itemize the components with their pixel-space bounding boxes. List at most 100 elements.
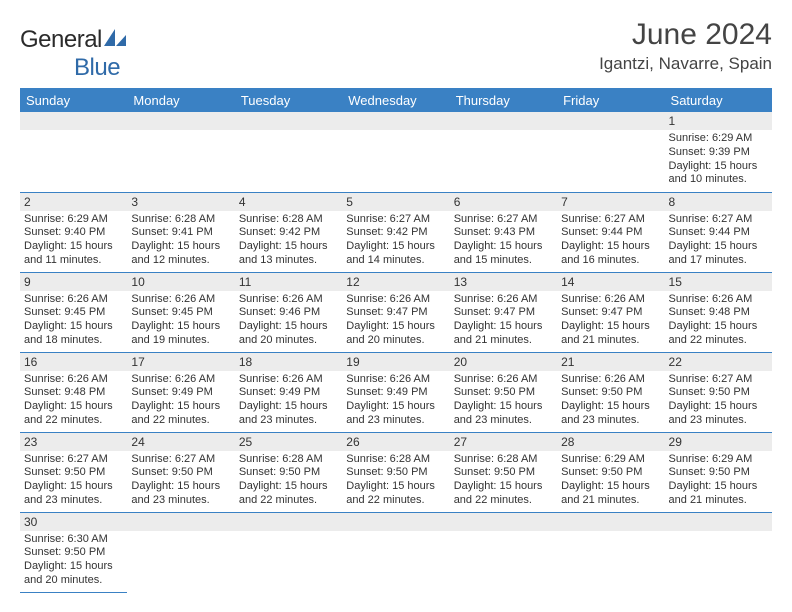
logo-part2: Blue <box>74 54 120 81</box>
sunset-text: Sunset: 9:40 PM <box>24 226 123 240</box>
calendar-cell: 2Sunrise: 6:29 AMSunset: 9:40 PMDaylight… <box>20 192 127 272</box>
logo-text: GeneralBlue <box>20 26 127 82</box>
cell-body <box>127 130 234 188</box>
calendar-cell: 9Sunrise: 6:26 AMSunset: 9:45 PMDaylight… <box>20 272 127 352</box>
daylight-text: Daylight: 15 hours and 22 minutes. <box>239 480 338 508</box>
cell-body <box>235 130 342 188</box>
cell-body: Sunrise: 6:26 AMSunset: 9:45 PMDaylight:… <box>20 291 127 352</box>
day-number: 12 <box>342 273 449 291</box>
weekday-header: Thursday <box>450 88 557 112</box>
sunset-text: Sunset: 9:49 PM <box>131 386 230 400</box>
cell-body: Sunrise: 6:30 AMSunset: 9:50 PMDaylight:… <box>20 531 127 592</box>
cell-body: Sunrise: 6:27 AMSunset: 9:42 PMDaylight:… <box>342 211 449 272</box>
cell-body: Sunrise: 6:28 AMSunset: 9:50 PMDaylight:… <box>235 451 342 512</box>
cell-body: Sunrise: 6:27 AMSunset: 9:50 PMDaylight:… <box>20 451 127 512</box>
day-number <box>20 112 127 130</box>
day-number <box>127 112 234 130</box>
daylight-text: Daylight: 15 hours and 10 minutes. <box>669 160 768 188</box>
day-number: 8 <box>665 193 772 211</box>
calendar-cell: 27Sunrise: 6:28 AMSunset: 9:50 PMDayligh… <box>450 432 557 512</box>
calendar-row: 1Sunrise: 6:29 AMSunset: 9:39 PMDaylight… <box>20 112 772 192</box>
sunset-text: Sunset: 9:50 PM <box>454 466 553 480</box>
day-number <box>127 513 234 531</box>
cell-body: Sunrise: 6:26 AMSunset: 9:49 PMDaylight:… <box>342 371 449 432</box>
calendar-cell: 1Sunrise: 6:29 AMSunset: 9:39 PMDaylight… <box>665 112 772 192</box>
weekday-header: Saturday <box>665 88 772 112</box>
day-number <box>235 112 342 130</box>
calendar-cell <box>665 512 772 592</box>
daylight-text: Daylight: 15 hours and 21 minutes. <box>561 320 660 348</box>
day-number <box>342 513 449 531</box>
sunrise-text: Sunrise: 6:28 AM <box>346 453 445 467</box>
cell-body <box>342 130 449 188</box>
sunrise-text: Sunrise: 6:29 AM <box>669 453 768 467</box>
sunset-text: Sunset: 9:44 PM <box>561 226 660 240</box>
weekday-header-row: Sunday Monday Tuesday Wednesday Thursday… <box>20 88 772 112</box>
day-number: 16 <box>20 353 127 371</box>
sunset-text: Sunset: 9:39 PM <box>669 146 768 160</box>
weekday-header: Tuesday <box>235 88 342 112</box>
daylight-text: Daylight: 15 hours and 23 minutes. <box>561 400 660 428</box>
sunrise-text: Sunrise: 6:26 AM <box>131 373 230 387</box>
sunset-text: Sunset: 9:50 PM <box>131 466 230 480</box>
daylight-text: Daylight: 15 hours and 22 minutes. <box>346 480 445 508</box>
calendar-row: 16Sunrise: 6:26 AMSunset: 9:48 PMDayligh… <box>20 352 772 432</box>
calendar-cell <box>557 112 664 192</box>
calendar-cell: 7Sunrise: 6:27 AMSunset: 9:44 PMDaylight… <box>557 192 664 272</box>
calendar-cell <box>127 112 234 192</box>
calendar-row: 2Sunrise: 6:29 AMSunset: 9:40 PMDaylight… <box>20 192 772 272</box>
calendar-cell: 6Sunrise: 6:27 AMSunset: 9:43 PMDaylight… <box>450 192 557 272</box>
sunset-text: Sunset: 9:42 PM <box>239 226 338 240</box>
title-block: June 2024 Igantzi, Navarre, Spain <box>599 18 772 74</box>
cell-body: Sunrise: 6:26 AMSunset: 9:48 PMDaylight:… <box>665 291 772 352</box>
daylight-text: Daylight: 15 hours and 19 minutes. <box>131 320 230 348</box>
day-number: 7 <box>557 193 664 211</box>
sunrise-text: Sunrise: 6:29 AM <box>669 132 768 146</box>
sunset-text: Sunset: 9:50 PM <box>346 466 445 480</box>
daylight-text: Daylight: 15 hours and 21 minutes. <box>454 320 553 348</box>
daylight-text: Daylight: 15 hours and 23 minutes. <box>454 400 553 428</box>
sunrise-text: Sunrise: 6:26 AM <box>454 293 553 307</box>
calendar-cell: 13Sunrise: 6:26 AMSunset: 9:47 PMDayligh… <box>450 272 557 352</box>
calendar-table: Sunday Monday Tuesday Wednesday Thursday… <box>20 88 772 593</box>
cell-body: Sunrise: 6:26 AMSunset: 9:47 PMDaylight:… <box>342 291 449 352</box>
daylight-text: Daylight: 15 hours and 22 minutes. <box>454 480 553 508</box>
calendar-cell: 3Sunrise: 6:28 AMSunset: 9:41 PMDaylight… <box>127 192 234 272</box>
sunset-text: Sunset: 9:44 PM <box>669 226 768 240</box>
sunset-text: Sunset: 9:50 PM <box>454 386 553 400</box>
calendar-cell: 20Sunrise: 6:26 AMSunset: 9:50 PMDayligh… <box>450 352 557 432</box>
calendar-cell: 28Sunrise: 6:29 AMSunset: 9:50 PMDayligh… <box>557 432 664 512</box>
calendar-cell: 23Sunrise: 6:27 AMSunset: 9:50 PMDayligh… <box>20 432 127 512</box>
daylight-text: Daylight: 15 hours and 23 minutes. <box>131 480 230 508</box>
sunset-text: Sunset: 9:50 PM <box>561 466 660 480</box>
daylight-text: Daylight: 15 hours and 20 minutes. <box>346 320 445 348</box>
sunrise-text: Sunrise: 6:26 AM <box>561 293 660 307</box>
day-number: 4 <box>235 193 342 211</box>
calendar-cell: 16Sunrise: 6:26 AMSunset: 9:48 PMDayligh… <box>20 352 127 432</box>
cell-body: Sunrise: 6:28 AMSunset: 9:42 PMDaylight:… <box>235 211 342 272</box>
logo: GeneralBlue <box>20 26 127 82</box>
cell-body: Sunrise: 6:26 AMSunset: 9:49 PMDaylight:… <box>235 371 342 432</box>
calendar-cell: 18Sunrise: 6:26 AMSunset: 9:49 PMDayligh… <box>235 352 342 432</box>
calendar-cell: 15Sunrise: 6:26 AMSunset: 9:48 PMDayligh… <box>665 272 772 352</box>
cell-body: Sunrise: 6:26 AMSunset: 9:47 PMDaylight:… <box>450 291 557 352</box>
cell-body <box>235 531 342 589</box>
sunrise-text: Sunrise: 6:26 AM <box>24 373 123 387</box>
day-number: 10 <box>127 273 234 291</box>
day-number <box>557 513 664 531</box>
cell-body <box>665 531 772 589</box>
calendar-row: 30Sunrise: 6:30 AMSunset: 9:50 PMDayligh… <box>20 512 772 592</box>
daylight-text: Daylight: 15 hours and 18 minutes. <box>24 320 123 348</box>
cell-body: Sunrise: 6:26 AMSunset: 9:50 PMDaylight:… <box>450 371 557 432</box>
page-title: June 2024 <box>599 18 772 52</box>
day-number <box>235 513 342 531</box>
sunset-text: Sunset: 9:48 PM <box>669 306 768 320</box>
calendar-cell: 22Sunrise: 6:27 AMSunset: 9:50 PMDayligh… <box>665 352 772 432</box>
day-number: 6 <box>450 193 557 211</box>
daylight-text: Daylight: 15 hours and 13 minutes. <box>239 240 338 268</box>
sunset-text: Sunset: 9:45 PM <box>24 306 123 320</box>
cell-body: Sunrise: 6:26 AMSunset: 9:48 PMDaylight:… <box>20 371 127 432</box>
cell-body <box>450 130 557 188</box>
calendar-cell: 24Sunrise: 6:27 AMSunset: 9:50 PMDayligh… <box>127 432 234 512</box>
cell-body: Sunrise: 6:28 AMSunset: 9:50 PMDaylight:… <box>342 451 449 512</box>
